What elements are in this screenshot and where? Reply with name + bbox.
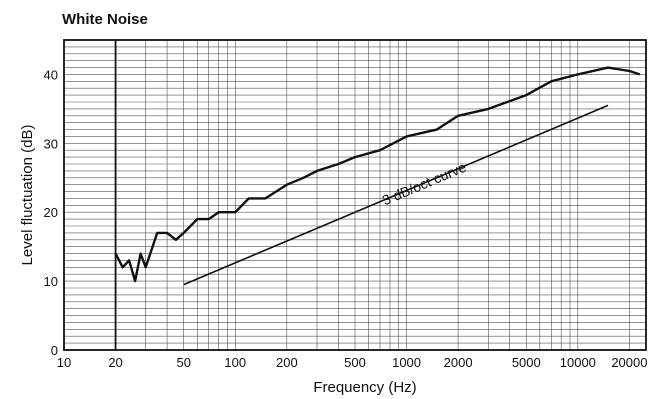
x-axis-label: Frequency (Hz)	[313, 379, 416, 396]
reference-curve-line	[183, 104, 609, 286]
x-tick-label: 5000	[512, 355, 541, 370]
x-tick-label: 100	[224, 355, 246, 370]
curve-annotation: 3 dB/oct curve	[380, 159, 469, 209]
x-tick-label: 10	[57, 355, 71, 370]
series-layer	[114, 66, 641, 286]
chart-title: White Noise	[62, 11, 148, 28]
x-tick-label: 500	[344, 355, 366, 370]
x-tick-label: 1000	[392, 355, 421, 370]
x-tick-label: 20	[108, 355, 122, 370]
grid	[63, 39, 646, 351]
x-tick-label: 10000	[560, 355, 596, 370]
x-tick-label: 2000	[444, 355, 473, 370]
y-tick-label: 40	[44, 67, 58, 82]
noise-response-line	[114, 66, 641, 283]
x-tick-label: 20000	[611, 355, 647, 370]
y-axis-label: Level fluctuation (dB)	[19, 125, 36, 266]
y-tick-label: 30	[44, 136, 58, 151]
x-tick-label: 200	[276, 355, 298, 370]
grid-lines	[63, 39, 646, 351]
plot-frame	[63, 39, 647, 351]
x-axis-ticks: 10 20 50 100 200 500 1000 2000 5000 10000 20000	[57, 355, 648, 370]
x-tick-label: 50	[176, 355, 190, 370]
y-tick-label: 20	[44, 205, 58, 220]
y-axis-ticks: 0 10 20 30 40	[44, 67, 58, 358]
y-tick-label: 10	[44, 274, 58, 289]
y-tick-label: 0	[51, 343, 58, 358]
